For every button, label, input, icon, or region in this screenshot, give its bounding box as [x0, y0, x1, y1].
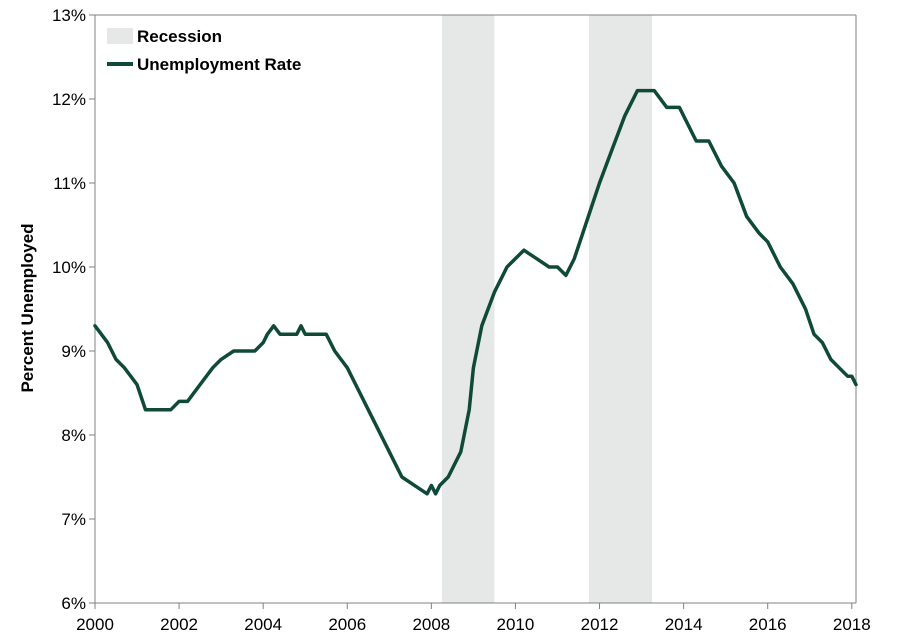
y-axis-title: Percent Unemployed: [18, 223, 37, 392]
legend-recession-label: Recession: [137, 27, 222, 46]
x-tick-label: 2002: [160, 615, 198, 634]
y-tick-label: 7%: [61, 510, 86, 529]
series-layer: [93, 88, 858, 496]
axes: [89, 14, 857, 609]
recession-band-1: [441, 15, 495, 603]
recession-band-2: [589, 15, 653, 603]
y-tick-label: 9%: [61, 342, 86, 361]
legend: Recession Unemployment Rate: [107, 27, 301, 74]
y-tick-label: 8%: [61, 426, 86, 445]
y-tick-label: 10%: [52, 258, 86, 277]
x-tick-label: 2000: [76, 615, 114, 634]
x-tick-label: 2004: [244, 615, 282, 634]
x-tick-label: 2010: [497, 615, 535, 634]
y-tick-label: 13%: [52, 6, 86, 25]
x-tick-label: 2006: [328, 615, 366, 634]
tick-labels: 6% 7% 8% 9% 10% 11% 12% 13% 2000 2002 2004 2006 2008…: [52, 6, 871, 634]
legend-recession-swatch: [107, 28, 133, 44]
x-tick-label: 2016: [749, 615, 787, 634]
recession-bands: [441, 15, 653, 603]
y-tick-label: 12%: [52, 90, 86, 109]
unemployment-rate-line: [93, 88, 858, 496]
legend-line-label: Unemployment Rate: [137, 55, 301, 74]
x-tick-label: 2008: [412, 615, 450, 634]
x-tick-label: 2014: [665, 615, 703, 634]
x-tick-label: 2018: [833, 615, 871, 634]
y-tick-label: 6%: [61, 594, 86, 613]
x-tick-label: 2012: [581, 615, 619, 634]
y-tick-label: 11%: [53, 174, 86, 193]
